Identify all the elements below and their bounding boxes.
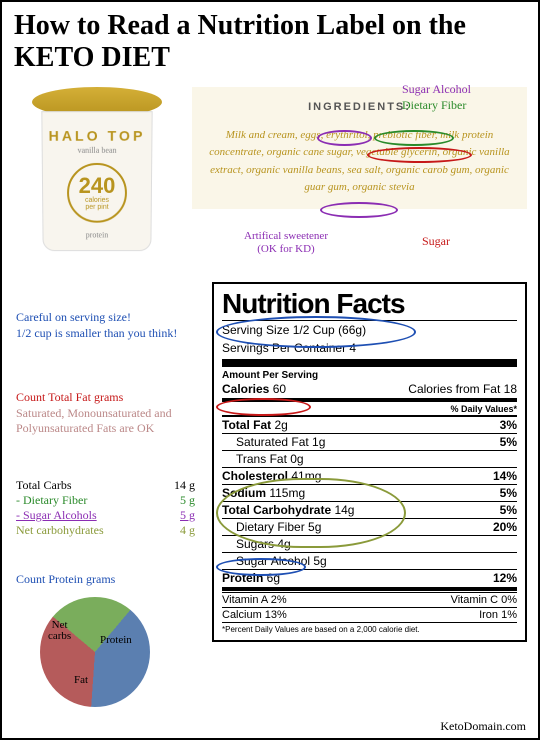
nutrition-title: Nutrition Facts <box>222 288 517 321</box>
product-brand: HALO TOP <box>42 128 151 144</box>
vitamin-row: Calcium 13%Iron 1% <box>222 607 517 622</box>
carb-calc-row: - Sugar Alcohols5 g <box>16 508 201 523</box>
note-protein: Count Protein grams <box>16 572 115 588</box>
note-total-fat: Count Total Fat gramsSaturated, Monounsa… <box>16 390 201 437</box>
amount-per-serving: Amount Per Serving <box>222 369 517 381</box>
servings-per-container: Servings Per Container 4 <box>222 339 517 357</box>
pie-label-fat: Fat <box>74 674 88 686</box>
product-cup: HALO TOP vanilla bean 240 caloriesper pi… <box>41 111 152 251</box>
product-flavor: vanilla bean <box>43 146 152 155</box>
note-serving-size: Careful on serving size!1/2 cup is small… <box>16 310 191 341</box>
ingredients-panel: INGREDIENTS: Milk and cream, eggs, eryth… <box>192 87 527 209</box>
ingredients-label: INGREDIENTS: <box>202 99 517 117</box>
nutrition-row: Sodium 115mg5% <box>222 484 517 501</box>
nutrition-row: Dietary Fiber 5g20% <box>222 518 517 535</box>
nutrition-footnote: *Percent Daily Values are based on a 2,0… <box>222 622 517 636</box>
macro-pie-chart <box>40 597 150 707</box>
carb-calc-row: Net carbohydrates4 g <box>16 523 201 538</box>
ingredients-text: Milk and cream, eggs, erythritol, prebio… <box>202 127 517 197</box>
nutrition-row: Saturated Fat 1g5% <box>222 433 517 450</box>
nutrition-facts-panel: Nutrition Facts Serving Size 1/2 Cup (66… <box>212 282 527 642</box>
legend-artificial: Artifical sweetener(OK for KD) <box>244 230 328 256</box>
nutrition-row: Total Carbohydrate 14g5% <box>222 501 517 518</box>
calories-label: Calories <box>222 382 269 396</box>
pie-label-protein: Protein <box>100 634 132 646</box>
product-bottom-text: protein <box>43 231 150 240</box>
footer-credit: KetoDomain.com <box>440 719 526 734</box>
calories-number: 240 <box>69 175 125 197</box>
nutrition-row: Sugar Alcohol 5g <box>222 552 517 569</box>
calories-value: 60 <box>273 382 286 396</box>
page-title: How to Read a Nutrition Label on the KET… <box>2 2 538 78</box>
product-image: HALO TOP vanilla bean 240 caloriesper pi… <box>17 87 177 282</box>
serving-size: Serving Size 1/2 Cup (66g) <box>222 321 517 339</box>
nutrition-row: Sugars 4g <box>222 535 517 552</box>
legend-sugar: Sugar <box>422 234 450 249</box>
carb-calculation: Total Carbs14 g- Dietary Fiber5 g- Sugar… <box>16 478 201 538</box>
nutrition-row: Protein 6g12% <box>222 569 517 586</box>
carb-calc-row: Total Carbs14 g <box>16 478 201 493</box>
nutrition-row: Cholesterol 41mg14% <box>222 467 517 484</box>
legend-dietary-fiber: Dietary Fiber <box>402 98 466 113</box>
calories-from-fat: Calories from Fat 18 <box>408 382 517 396</box>
vitamin-row: Vitamin A 2%Vitamin C 0% <box>222 592 517 607</box>
legend-sugar-alcohol: Sugar Alcohol <box>402 82 471 97</box>
carb-calc-row: - Dietary Fiber5 g <box>16 493 201 508</box>
calories-circle: 240 caloriesper pint <box>67 163 127 223</box>
pie-label-netcarbs: Netcarbs <box>48 620 71 642</box>
nutrition-row: Total Fat 2g3% <box>222 416 517 433</box>
calories-text: caloriesper pint <box>69 197 125 211</box>
dv-header: % Daily Values* <box>222 403 517 416</box>
calories-row: Calories 60 Calories from Fat 18 <box>222 381 517 397</box>
nutrition-row: Trans Fat 0g <box>222 450 517 467</box>
